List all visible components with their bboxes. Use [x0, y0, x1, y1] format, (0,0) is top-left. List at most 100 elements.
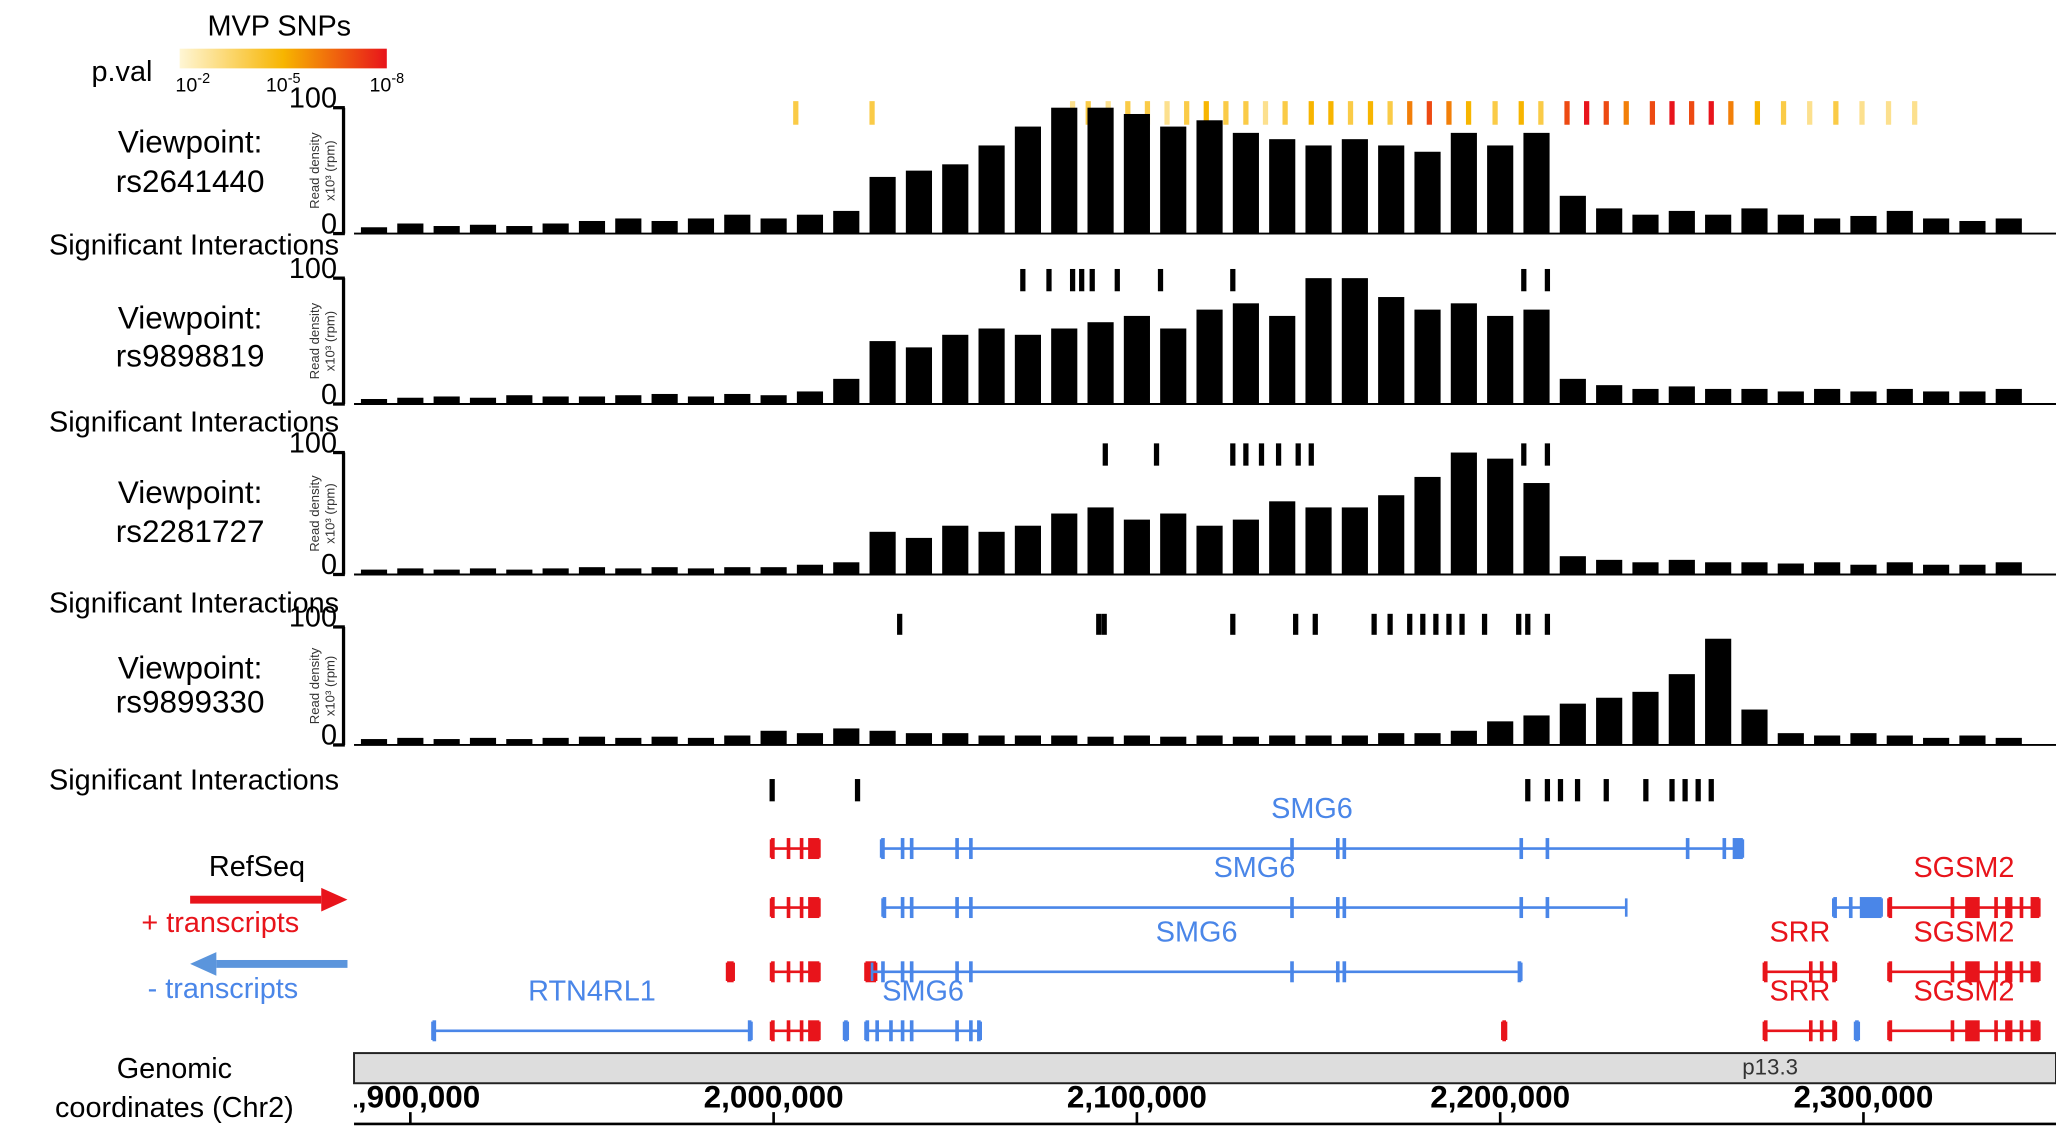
- bar: [1051, 513, 1078, 575]
- snp: [1885, 101, 1892, 125]
- exon: [808, 961, 820, 983]
- bar: [1269, 139, 1296, 234]
- bar: [1051, 328, 1078, 405]
- bar: [1596, 697, 1623, 745]
- snp: [1518, 101, 1524, 125]
- interaction: [1243, 443, 1249, 466]
- bar: [651, 736, 678, 745]
- bar: [1414, 476, 1441, 575]
- snp: [1282, 101, 1288, 125]
- interaction: [1708, 779, 1714, 802]
- y-tick-label: 0: [321, 549, 337, 581]
- bar: [1487, 145, 1514, 234]
- bar: [1959, 220, 1986, 234]
- bar: [1632, 562, 1659, 575]
- bar: [397, 397, 424, 405]
- exon: [955, 1020, 959, 1042]
- y-axis-label-line: x10³ (rpm): [323, 140, 338, 200]
- interaction: [1525, 779, 1531, 802]
- bar: [1741, 562, 1768, 575]
- bar: [1668, 559, 1695, 575]
- coord-label: Genomic: [117, 1053, 232, 1085]
- exon: [808, 897, 820, 919]
- bar: [1087, 107, 1114, 234]
- bar: [1487, 458, 1514, 575]
- interaction: [1387, 613, 1393, 635]
- bar: [1814, 218, 1841, 234]
- snp: [1859, 101, 1865, 125]
- snp: [1728, 101, 1734, 125]
- bar: [578, 396, 606, 405]
- bar: [1959, 735, 1986, 745]
- bar: [542, 396, 569, 405]
- y-tick-label: 0: [321, 720, 337, 752]
- interaction: [1544, 613, 1551, 635]
- exon: [1965, 1020, 1980, 1042]
- interaction: [1420, 613, 1426, 635]
- bar: [615, 737, 642, 745]
- exon: [2005, 961, 2013, 983]
- snp: [1164, 101, 1170, 125]
- bar: [1923, 218, 1950, 234]
- exon: [1950, 897, 1955, 919]
- bar: [1923, 391, 1950, 405]
- interaction: [1101, 613, 1107, 635]
- bar: [1160, 736, 1187, 745]
- y-axis-label-line: Read density: [307, 132, 322, 209]
- interaction: [1544, 443, 1551, 466]
- exon: [1965, 961, 1980, 983]
- exon: [900, 838, 905, 860]
- exon: [771, 897, 775, 919]
- snp: [1912, 101, 1918, 125]
- snp-title: MVP SNPs: [207, 10, 351, 42]
- bar: [1378, 495, 1405, 575]
- exon: [1545, 838, 1550, 860]
- interaction: [1557, 779, 1564, 802]
- bar: [578, 567, 606, 575]
- interaction: [1096, 613, 1102, 635]
- exon: [900, 897, 905, 919]
- interactions-label: Significant Interactions: [49, 229, 339, 261]
- bar: [796, 564, 824, 575]
- exon: [1342, 838, 1347, 860]
- bar: [760, 395, 787, 405]
- bar: [1559, 378, 1586, 405]
- interaction: [1603, 779, 1609, 802]
- exon: [1994, 897, 1998, 919]
- bar: [1196, 525, 1223, 575]
- bar: [1777, 733, 1804, 745]
- y-tick-label: 100: [289, 602, 337, 634]
- interaction: [1481, 613, 1488, 635]
- interaction: [1157, 268, 1164, 292]
- bar: [942, 525, 969, 575]
- exon: [2030, 961, 2040, 983]
- bar: [1051, 735, 1078, 745]
- exon: [844, 1020, 848, 1042]
- exon: [786, 838, 791, 860]
- exon: [909, 838, 914, 860]
- bar: [433, 226, 460, 234]
- bar: [397, 737, 424, 745]
- snp: [1492, 101, 1498, 125]
- bar: [469, 397, 497, 405]
- bar: [1886, 735, 1913, 745]
- exon: [1290, 961, 1294, 983]
- bar: [1523, 483, 1550, 575]
- bar: [1959, 564, 1986, 575]
- exon: [1545, 897, 1550, 919]
- legend-tick-exp: -5: [288, 71, 301, 87]
- interaction: [1258, 443, 1265, 466]
- interaction: [1669, 779, 1675, 802]
- exon: [2019, 897, 2024, 919]
- bar: [615, 395, 642, 405]
- bar: [687, 568, 715, 575]
- interaction: [1433, 613, 1439, 635]
- bar: [1705, 214, 1732, 234]
- snp: [1564, 101, 1570, 125]
- exon: [881, 961, 885, 983]
- interaction: [1446, 613, 1452, 635]
- bar: [1814, 735, 1841, 745]
- bar: [615, 568, 642, 575]
- bar: [833, 378, 860, 405]
- bar: [1995, 218, 2022, 234]
